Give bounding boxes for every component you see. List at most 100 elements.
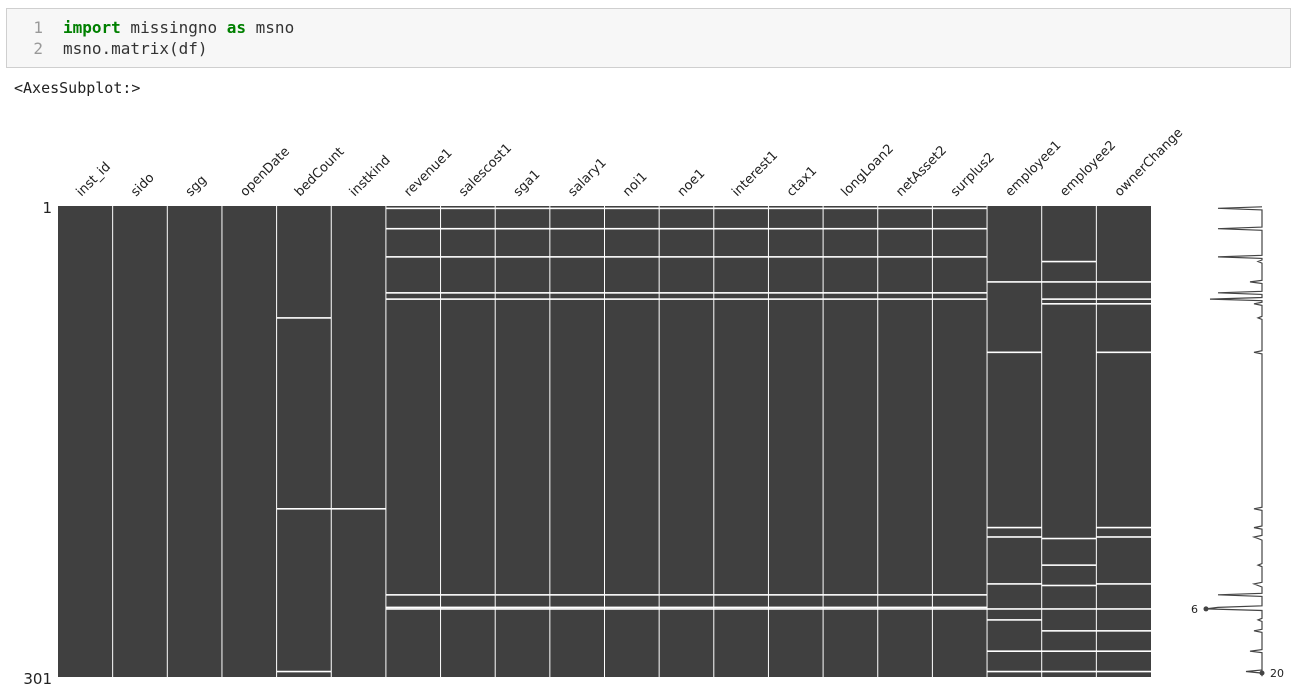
- missing-row: [932, 608, 988, 610]
- sparkline-label: 6: [1191, 603, 1198, 616]
- missing-row: [987, 619, 1042, 621]
- missing-row: [877, 298, 933, 300]
- missing-row: [1041, 564, 1097, 566]
- sparkline: [1205, 206, 1263, 677]
- missing-row: [604, 207, 660, 210]
- column-label: inst_id: [74, 159, 114, 199]
- missing-row: [659, 594, 714, 596]
- missing-row: [987, 351, 1042, 354]
- missing-row: [440, 292, 496, 294]
- missing-row: [385, 292, 441, 294]
- missing-row: [1096, 526, 1151, 529]
- column-label: longLoan2: [839, 141, 897, 199]
- missing-row: [604, 298, 660, 300]
- missing-row: [713, 606, 769, 609]
- missing-row: [1041, 260, 1097, 263]
- missing-row: [659, 292, 714, 294]
- missing-row: [932, 606, 988, 609]
- missing-row: [1041, 537, 1097, 540]
- missing-row: [440, 256, 496, 258]
- missing-row: [385, 207, 441, 210]
- missing-row: [331, 508, 386, 510]
- missing-row: [440, 298, 496, 300]
- missing-row: [877, 207, 933, 210]
- missing-row: [604, 292, 660, 294]
- code-line: import missingno as msno: [63, 18, 294, 37]
- column-label: employee1: [1003, 138, 1065, 200]
- missing-row: [385, 227, 441, 230]
- missing-row: [823, 292, 878, 294]
- missing-row: [549, 256, 605, 258]
- code-cell[interactable]: 1 2 import missingno as msno msno.matrix(df…: [6, 8, 1291, 68]
- missing-row: [1041, 303, 1097, 305]
- missing-row: [659, 256, 714, 258]
- missing-row: [823, 227, 878, 230]
- column-label: bedCount: [292, 145, 347, 200]
- missing-row: [495, 594, 550, 596]
- missing-row: [987, 526, 1042, 529]
- code-line: msno.matrix(df): [63, 39, 208, 58]
- missing-row: [276, 317, 332, 319]
- line-number: 2: [33, 39, 43, 58]
- missing-row: [768, 207, 824, 210]
- sparkline-label: 20: [1270, 667, 1284, 680]
- missing-row: [495, 298, 550, 300]
- missing-row: [1096, 650, 1151, 652]
- missing-row: [932, 298, 988, 300]
- missing-row: [823, 207, 878, 210]
- y-tick-label: 301: [23, 670, 52, 688]
- missing-row: [549, 207, 605, 210]
- missing-row: [495, 207, 550, 210]
- missing-row: [713, 594, 769, 596]
- line-number: 1: [33, 18, 43, 37]
- missing-row: [713, 292, 769, 294]
- missing-row: [495, 608, 550, 610]
- missing-row: [549, 594, 605, 596]
- missing-row: [495, 256, 550, 258]
- missing-row: [659, 207, 714, 210]
- missing-row: [549, 608, 605, 610]
- code-token: missingno: [120, 18, 227, 37]
- missing-row: [823, 298, 878, 300]
- column-label: surplus2: [948, 150, 998, 200]
- missing-row: [604, 608, 660, 610]
- column-label: ctax1: [784, 164, 820, 200]
- missing-row: [713, 227, 769, 230]
- missing-row: [877, 594, 933, 596]
- missing-row: [987, 670, 1042, 673]
- missing-row: [604, 594, 660, 596]
- column-label: salary1: [565, 156, 609, 200]
- column-label: noe1: [675, 166, 709, 200]
- missing-row: [1096, 303, 1151, 305]
- missing-row: [1096, 630, 1151, 632]
- missing-row: [1096, 608, 1151, 610]
- missing-row: [823, 606, 878, 609]
- missing-row: [549, 292, 605, 294]
- column-label: netAsset2: [893, 143, 950, 200]
- missing-row: [823, 256, 878, 258]
- code-token: msno.matrix(df): [63, 39, 208, 58]
- column-label: interest1: [729, 148, 781, 200]
- missing-row: [932, 594, 988, 596]
- missing-row: [1041, 281, 1097, 283]
- missing-row: [440, 227, 496, 230]
- missing-row: [768, 256, 824, 258]
- missing-row: [276, 670, 332, 673]
- missing-row: [385, 606, 441, 609]
- missing-row: [1096, 583, 1151, 585]
- column-label: revenue1: [401, 146, 455, 200]
- missing-row: [440, 606, 496, 609]
- missing-row: [495, 227, 550, 230]
- missing-row: [713, 608, 769, 610]
- missing-row: [385, 298, 441, 300]
- missing-row: [1096, 298, 1151, 300]
- missing-row: [768, 298, 824, 300]
- missing-row: [877, 292, 933, 294]
- output-text: <AxesSubplot:>: [14, 79, 141, 97]
- missing-row: [604, 606, 660, 609]
- missing-row: [932, 207, 988, 210]
- missing-row: [659, 606, 714, 609]
- column-label: employee2: [1057, 138, 1119, 200]
